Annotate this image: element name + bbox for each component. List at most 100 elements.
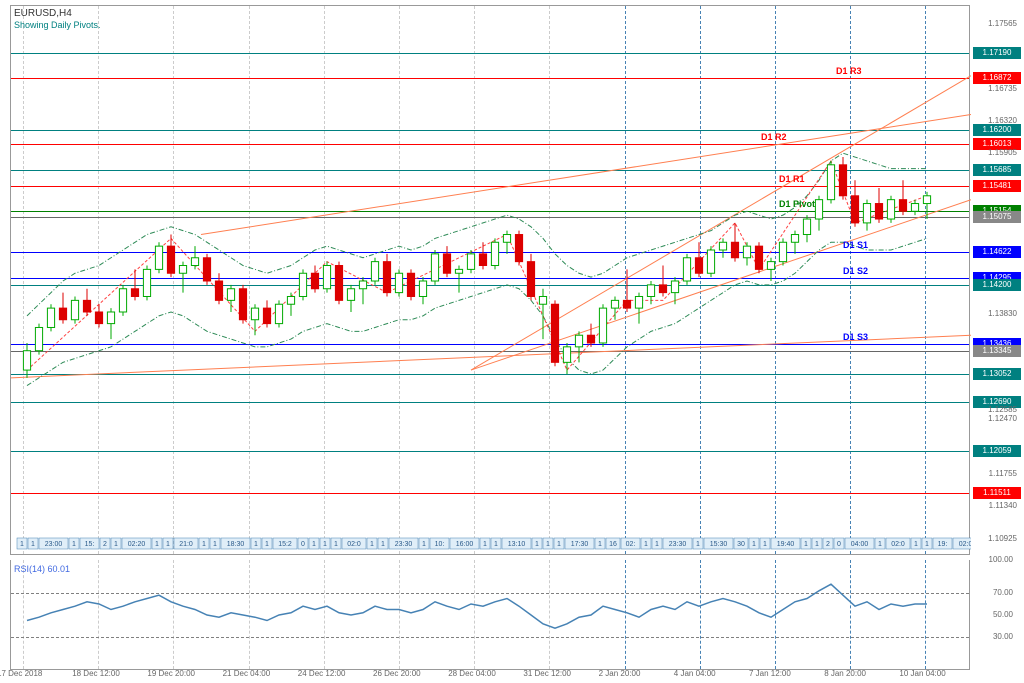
svg-text:1: 1 [815, 541, 819, 548]
svg-text:23:00: 23:00 [45, 541, 63, 548]
price-level-label: 1.14200 [973, 279, 1021, 291]
svg-text:1: 1 [166, 541, 170, 548]
rsi-indicator-chart[interactable]: 30.0050.0070.00100.00 [10, 560, 970, 670]
x-axis-tick: 31 Dec 12:00 [523, 669, 571, 678]
x-axis-tick: 24 Dec 12:00 [298, 669, 346, 678]
price-level-label: 1.15481 [973, 180, 1021, 192]
svg-text:17:30: 17:30 [571, 541, 589, 548]
svg-text:1: 1 [312, 541, 316, 548]
svg-text:04:00: 04:00 [851, 541, 869, 548]
svg-text:1: 1 [334, 541, 338, 548]
y-axis-tick: 1.16320 [988, 116, 1017, 125]
svg-text:16:00: 16:00 [456, 541, 474, 548]
svg-text:23:30: 23:30 [669, 541, 687, 548]
svg-text:0: 0 [837, 541, 841, 548]
y-axis-tick: 1.13830 [988, 309, 1017, 318]
chart-title: EURUSD,H4 [14, 8, 72, 19]
pivot-label: D1 S2 [843, 266, 868, 276]
price-level-label: 1.15685 [973, 164, 1021, 176]
svg-text:02:0: 02:0 [347, 541, 361, 548]
svg-text:1: 1 [265, 541, 269, 548]
svg-text:1: 1 [155, 541, 159, 548]
x-axis: 17 Dec 201818 Dec 12:0019 Dec 20:0021 De… [10, 669, 970, 681]
svg-text:21:0: 21:0 [179, 541, 193, 548]
pivot-label: D1 Pivot [779, 199, 815, 209]
x-axis-tick: 2 Jan 20:00 [599, 669, 641, 678]
svg-text:1: 1 [644, 541, 648, 548]
svg-text:1: 1 [925, 541, 929, 548]
y-axis-tick: 1.12470 [988, 414, 1017, 423]
svg-text:1: 1 [696, 541, 700, 548]
y-axis-tick: 1.11755 [989, 469, 1017, 478]
svg-text:1: 1 [914, 541, 918, 548]
svg-text:1: 1 [370, 541, 374, 548]
svg-text:1: 1 [494, 541, 498, 548]
x-axis-tick: 18 Dec 12:00 [72, 669, 120, 678]
svg-text:15:30: 15:30 [710, 541, 728, 548]
svg-text:1: 1 [763, 541, 767, 548]
svg-text:23:30: 23:30 [395, 541, 413, 548]
svg-text:2: 2 [826, 541, 830, 548]
svg-text:1: 1 [114, 541, 118, 548]
y-axis-tick: 1.11340 [989, 501, 1017, 510]
svg-text:30: 30 [737, 541, 745, 548]
x-axis-tick: 4 Jan 04:00 [674, 669, 716, 678]
svg-text:16: 16 [609, 541, 617, 548]
svg-text:1: 1 [72, 541, 76, 548]
x-axis-tick: 7 Jan 12:00 [749, 669, 791, 678]
x-axis-tick: 26 Dec 20:00 [373, 669, 421, 678]
svg-text:15:2: 15:2 [278, 541, 292, 548]
svg-text:1: 1 [546, 541, 550, 548]
svg-text:1: 1 [655, 541, 659, 548]
svg-text:1: 1 [202, 541, 206, 548]
chart-container: EURUSD,H4 Showing Daily Pivots. RSI(14) … [0, 0, 1024, 683]
pivot-label: D1 R3 [836, 66, 862, 76]
svg-text:02:20: 02:20 [128, 541, 146, 548]
svg-text:10:: 10: [435, 541, 445, 548]
pivot-label: D1 R1 [779, 174, 805, 184]
svg-text:1: 1 [535, 541, 539, 548]
price-level-label: 1.17190 [973, 47, 1021, 59]
rsi-y-tick: 100.00 [989, 555, 1013, 564]
chart-subtitle: Showing Daily Pivots. [14, 20, 101, 30]
svg-text:1: 1 [31, 541, 35, 548]
svg-text:1: 1 [20, 541, 24, 548]
svg-text:1: 1 [381, 541, 385, 548]
rsi-title: RSI(14) 60.01 [14, 564, 70, 574]
main-price-chart[interactable]: 1.171901.168721.162001.160131.156851.154… [10, 5, 970, 555]
svg-text:02:: 02: [626, 541, 636, 548]
svg-text:1: 1 [557, 541, 561, 548]
svg-text:1: 1 [254, 541, 258, 548]
rsi-y-tick: 50.00 [993, 610, 1013, 619]
y-axis-tick: 1.17565 [988, 19, 1017, 28]
svg-text:1: 1 [804, 541, 808, 548]
svg-text:15:: 15: [85, 541, 95, 548]
svg-text:2: 2 [103, 541, 107, 548]
rsi-y-tick: 30.00 [993, 632, 1013, 641]
svg-text:13:10: 13:10 [508, 541, 526, 548]
svg-text:1: 1 [323, 541, 327, 548]
price-level-label: 1.13345 [973, 345, 1021, 357]
svg-text:1: 1 [752, 541, 756, 548]
y-axis-tick: 1.16735 [988, 84, 1017, 93]
y-axis-tick: 1.15905 [988, 148, 1017, 157]
svg-text:1: 1 [878, 541, 882, 548]
price-level-label: 1.16872 [973, 72, 1021, 84]
x-axis-tick: 21 Dec 04:00 [223, 669, 271, 678]
pivot-label: D1 R2 [761, 132, 787, 142]
x-axis-tick: 10 Jan 04:00 [899, 669, 945, 678]
price-level-label: 1.13052 [973, 368, 1021, 380]
svg-text:1: 1 [483, 541, 487, 548]
svg-text:1: 1 [422, 541, 426, 548]
svg-text:19:40: 19:40 [777, 541, 795, 548]
price-level-label: 1.15075 [973, 211, 1021, 223]
rsi-y-tick: 70.00 [993, 588, 1013, 597]
x-axis-tick: 8 Jan 20:00 [824, 669, 866, 678]
price-level-label: 1.11511 [973, 487, 1021, 499]
svg-text:1: 1 [213, 541, 217, 548]
price-level-label: 1.12059 [973, 445, 1021, 457]
y-axis-tick: 1.12585 [988, 405, 1017, 414]
pivot-label: D1 S3 [843, 332, 868, 342]
pivot-label: D1 S1 [843, 240, 868, 250]
svg-text:0: 0 [301, 541, 305, 548]
